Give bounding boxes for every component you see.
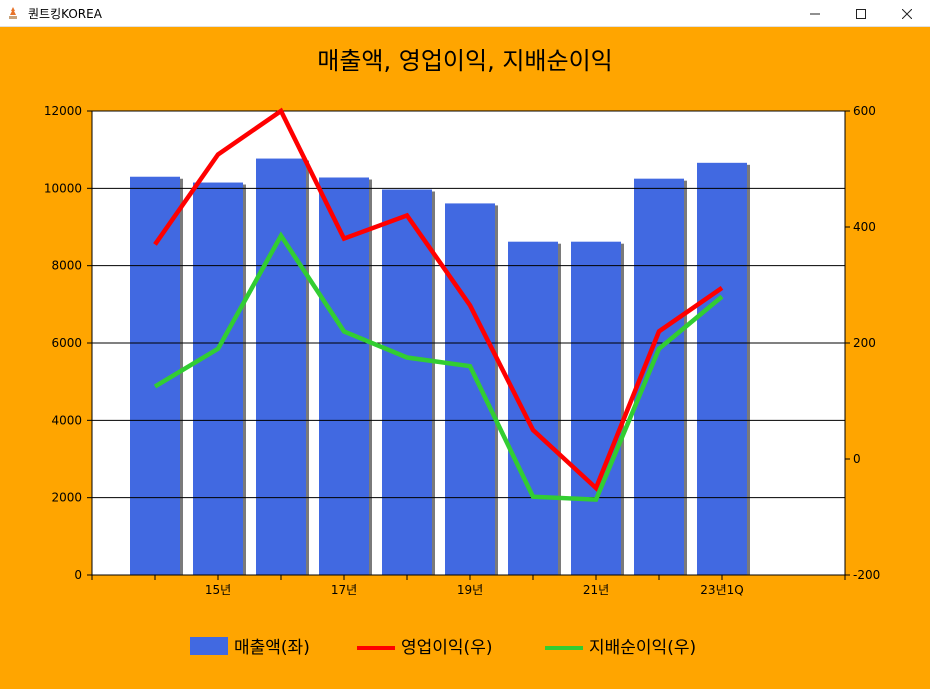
bar-revenue-16년 [256,158,306,575]
bar-revenue-15년 [193,182,243,576]
minimize-icon [810,13,820,14]
close-icon [902,8,912,19]
y-left-tick-label: 10000 [44,181,82,195]
legend-label-net-income: 지배순이익(우) [589,638,696,658]
y-left-tick-label: 0 [74,568,82,582]
y-right-tick-label: 600 [853,104,876,118]
x-tick-label: 17년 [331,583,357,597]
x-tick-label: 23년1Q [700,583,743,597]
y-left-tick-label: 2000 [51,491,82,505]
legend-swatch-revenue [190,637,228,655]
bar-revenue-21년 [571,241,621,575]
y-left-tick-label: 6000 [51,336,82,350]
y-right-tick-label: 0 [853,452,861,466]
maximize-button[interactable] [838,0,884,27]
line-series-1 [153,107,724,492]
bar-revenue-19년 [445,203,495,575]
x-tick-label: 19년 [457,583,483,597]
x-tick-label: 15년 [205,583,231,597]
y-right-tick-label: 200 [853,336,876,350]
window-title: 퀀트킹KOREA [28,6,102,21]
bar-revenue-17년 [319,177,369,576]
y-left-tick-label: 4000 [51,413,82,427]
y-left-tick-label: 8000 [51,259,82,273]
legend-label-operating-profit: 영업이익(우) [401,638,492,658]
bar-revenue-23년1Q [697,162,747,575]
line-series-2 [153,231,724,502]
minimize-button[interactable] [792,0,838,27]
app-logo-icon [6,6,20,20]
chart-title: 매출액, 영업이익, 지배순이익 [317,47,612,75]
x-tick-label: 21년 [583,583,609,597]
chart-window-client: 매출액, 영업이익, 지배순이익 0 2000 4000 6000 8000 10000 12… [0,27,930,689]
combo-chart: 매출액, 영업이익, 지배순이익020004000600080001000012… [0,27,930,689]
maximize-icon [856,8,866,19]
y-right-tick-label: 400 [853,220,876,234]
legend-label-revenue: 매출액(좌) [234,638,310,658]
y-left-tick-label: 12000 [44,104,82,118]
y-right-tick-label: -200 [853,568,880,582]
window-titlebar: 퀀트킹KOREA [0,0,930,27]
close-button[interactable] [884,0,930,27]
bar-revenue-18년 [382,189,432,575]
bar-revenue-20년 [508,241,558,575]
